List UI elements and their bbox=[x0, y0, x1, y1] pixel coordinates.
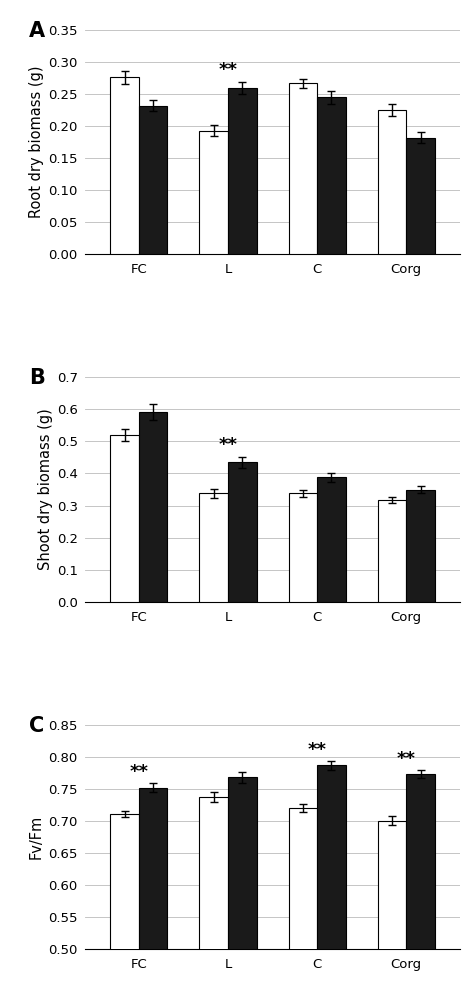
Text: **: ** bbox=[397, 750, 416, 768]
Bar bbox=[228, 88, 256, 254]
Bar bbox=[406, 774, 435, 999]
Bar bbox=[139, 412, 167, 601]
Bar bbox=[317, 478, 346, 601]
Bar bbox=[289, 83, 317, 254]
Text: **: ** bbox=[308, 741, 327, 759]
Bar bbox=[289, 808, 317, 999]
Bar bbox=[289, 494, 317, 601]
Y-axis label: Fv/Fm: Fv/Fm bbox=[29, 815, 44, 859]
Text: **: ** bbox=[129, 763, 148, 781]
Bar bbox=[317, 97, 346, 254]
Bar bbox=[228, 463, 256, 601]
Bar bbox=[139, 787, 167, 999]
Y-axis label: Shoot dry biomass (g): Shoot dry biomass (g) bbox=[37, 409, 53, 570]
Text: C: C bbox=[29, 716, 45, 736]
Bar bbox=[200, 494, 228, 601]
Bar bbox=[378, 500, 406, 601]
Bar bbox=[378, 110, 406, 254]
Bar bbox=[200, 131, 228, 254]
Bar bbox=[317, 765, 346, 999]
Text: **: ** bbox=[219, 61, 237, 79]
Text: B: B bbox=[29, 369, 45, 389]
Y-axis label: Root dry biomass (g): Root dry biomass (g) bbox=[29, 66, 44, 219]
Text: A: A bbox=[29, 21, 46, 41]
Bar bbox=[139, 106, 167, 254]
Bar bbox=[228, 777, 256, 999]
Bar bbox=[378, 821, 406, 999]
Bar bbox=[406, 138, 435, 254]
Bar bbox=[406, 490, 435, 601]
Bar bbox=[110, 77, 139, 254]
Bar bbox=[200, 797, 228, 999]
Text: **: ** bbox=[219, 436, 237, 454]
Bar bbox=[110, 814, 139, 999]
Bar bbox=[110, 436, 139, 601]
